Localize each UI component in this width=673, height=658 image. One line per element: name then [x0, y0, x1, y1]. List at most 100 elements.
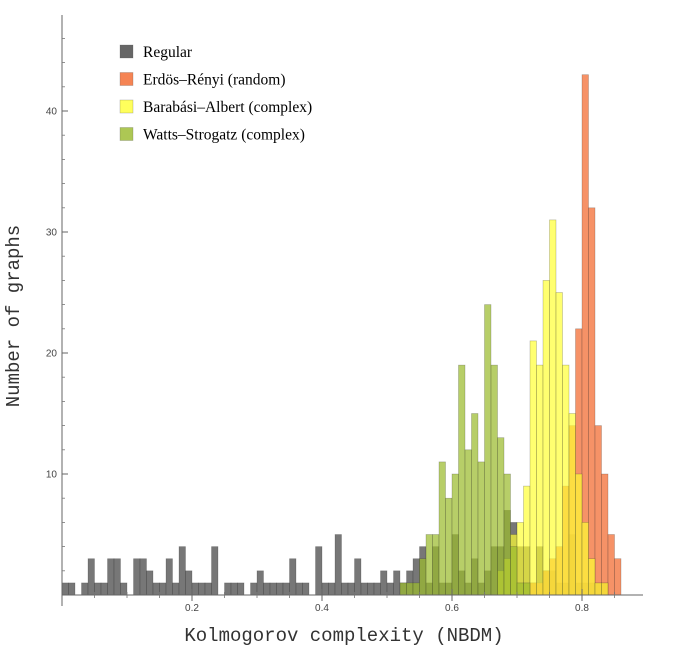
- bar-series-0-bin-48: [373, 582, 381, 596]
- bar-series-0-bin-21: [198, 582, 206, 596]
- legend: Regular Erdös–Rényi (random) Barabási–Albe…: [119, 44, 312, 144]
- y-tick-label: 10: [46, 470, 58, 481]
- bar-series-1-bin-12: [607, 534, 615, 596]
- bar-series-0-bin-45: [354, 558, 362, 596]
- bar-series-0-bin-0: [61, 582, 69, 596]
- bar-series-0-bin-50: [386, 582, 394, 596]
- bar-series-0-bin-17: [172, 582, 180, 596]
- bar-series-0-bin-26: [230, 582, 238, 596]
- bar-series-3-bin-4: [425, 534, 433, 596]
- bar-series-1-bin-11: [601, 473, 609, 596]
- axes: [61, 15, 643, 606]
- bar-series-2-bin-15: [594, 582, 602, 596]
- bar-series-3-bin-3: [419, 558, 427, 596]
- bar-series-3-bin-18: [516, 582, 524, 596]
- bar-series-0-bin-22: [204, 582, 212, 596]
- bar-series-2-bin-9: [555, 292, 563, 596]
- x-axis-label: Kolmogorov complexity (NBDM): [184, 625, 503, 647]
- bar-series-0-bin-23: [211, 546, 219, 596]
- bar-series-2-bin-4: [523, 485, 531, 596]
- bar-series-3-bin-5: [432, 534, 440, 596]
- bar-series-3-bin-12: [477, 461, 485, 596]
- bar-series-3-bin-7: [445, 497, 453, 596]
- bar-series-3-bin-14: [490, 364, 498, 596]
- bar-series-2-bin-13: [581, 522, 589, 596]
- bar-series-3-bin-6: [438, 461, 446, 596]
- bar-series-0-bin-7: [107, 558, 115, 596]
- bar-series-0-bin-15: [159, 582, 167, 596]
- bar-series-0-bin-12: [139, 558, 147, 596]
- bar-series-0-bin-39: [315, 546, 323, 596]
- bar-series-0-bin-29: [250, 582, 258, 596]
- legend-swatch-1: [119, 72, 134, 86]
- bar-series-0-bin-41: [328, 582, 336, 596]
- legend-label-0: Regular: [143, 44, 193, 61]
- x-tick-label: 0.4: [315, 603, 329, 614]
- bar-series-0-bin-13: [146, 570, 154, 596]
- legend-label-2: Barabási–Albert (complex): [143, 99, 312, 116]
- bar-series-0-bin-34: [282, 582, 290, 596]
- bar-series-1-bin-8: [581, 74, 589, 596]
- legend-swatch-2: [119, 99, 134, 114]
- legend-swatch-0: [119, 44, 134, 59]
- bar-series-0-bin-8: [113, 558, 121, 596]
- y-axis-label: Number of graphs: [3, 225, 25, 407]
- bar-series-0-bin-25: [224, 582, 232, 596]
- bar-series-0-bin-46: [360, 582, 368, 596]
- bar-series-1-bin-9: [588, 207, 596, 596]
- bar-series-3-bin-19: [523, 582, 531, 596]
- legend-label-3: Watts–Strogatz (complex): [143, 127, 305, 144]
- x-tick-label: 0.6: [445, 603, 459, 614]
- bar-series-0-bin-1: [68, 582, 76, 596]
- bar-series-0-bin-40: [321, 582, 329, 596]
- bar-series-3-bin-16: [503, 473, 511, 596]
- bar-series-0-bin-18: [178, 546, 186, 596]
- bar-series-0-bin-20: [191, 582, 199, 596]
- bar-series-0-bin-30: [256, 570, 264, 596]
- bar-series-1-bin-10: [594, 425, 602, 596]
- bar-series-0-bin-31: [263, 582, 271, 596]
- bar-series-0-bin-43: [341, 582, 349, 596]
- bar-series-3-bin-8: [451, 473, 459, 596]
- bar-series-2-bin-16: [601, 582, 609, 596]
- bar-series-2-bin-7: [542, 280, 550, 596]
- bar-series-0-bin-16: [165, 558, 173, 596]
- bar-series-3-bin-13: [484, 304, 492, 596]
- bar-series-2-bin-8: [549, 219, 557, 596]
- legend-label-1: Erdös–Rényi (random): [143, 72, 285, 89]
- bar-series-2-bin-12: [575, 473, 583, 596]
- y-tick-label: 20: [46, 349, 58, 360]
- bar-series-0-bin-11: [133, 558, 141, 596]
- bar-series-2-bin-5: [529, 340, 537, 596]
- bar-series-0-bin-9: [120, 582, 128, 596]
- y-tick-label: 30: [46, 228, 58, 239]
- bar-series-1-bin-13: [614, 558, 622, 596]
- histogram-bars: [61, 74, 622, 596]
- bar-series-3-bin-15: [497, 437, 505, 596]
- bar-series-0-bin-37: [302, 582, 310, 596]
- bar-series-0-bin-27: [237, 582, 245, 596]
- bar-series-3-bin-9: [458, 364, 466, 596]
- bar-series-3-bin-2: [412, 582, 420, 596]
- bar-series-0-bin-51: [393, 570, 401, 596]
- bar-series-3-bin-1: [406, 582, 414, 596]
- bar-series-0-bin-36: [295, 582, 303, 596]
- bar-series-0-bin-14: [152, 582, 160, 596]
- ticks: 0.2 0.4 0.6 0.8 10 20 30 40: [46, 38, 615, 614]
- bar-series-0-bin-44: [347, 582, 355, 596]
- bar-series-3-bin-17: [510, 546, 518, 596]
- bar-series-0-bin-47: [367, 582, 375, 596]
- bar-series-3-bin-10: [464, 449, 472, 596]
- bar-series-0-bin-32: [269, 582, 277, 596]
- bar-series-0-bin-5: [94, 582, 102, 596]
- bar-series-2-bin-6: [536, 364, 544, 596]
- series-3-bars: [399, 304, 531, 596]
- x-tick-label: 0.2: [185, 603, 199, 614]
- bar-series-0-bin-19: [185, 570, 193, 596]
- bar-series-0-bin-49: [380, 570, 388, 596]
- bar-series-2-bin-10: [562, 364, 570, 596]
- bar-series-0-bin-35: [289, 558, 297, 596]
- bar-series-2-bin-11: [568, 413, 576, 596]
- bar-series-0-bin-42: [334, 534, 342, 596]
